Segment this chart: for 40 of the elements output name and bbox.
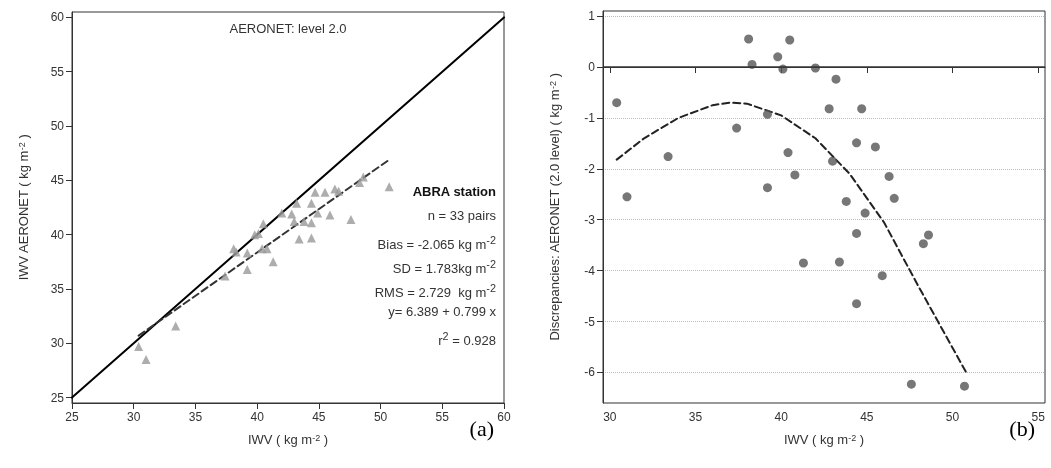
- y-tick-label: 1: [588, 9, 596, 24]
- y-tick-label: 30: [50, 336, 65, 351]
- y-tick-label: 35: [50, 281, 65, 296]
- y-tick-label: 40: [50, 227, 65, 242]
- x-tick-label: 50: [373, 410, 388, 424]
- y-tick-label: 50: [50, 119, 65, 134]
- y-tick-label: 25: [50, 390, 65, 405]
- x-tick-label: 45: [312, 410, 326, 424]
- x-tick-label: 30: [127, 410, 141, 424]
- y-axis-title: IWV AERONET ( kg m-2 ): [16, 134, 31, 281]
- y-tick-label: -1: [584, 110, 596, 125]
- x-tick-label: 35: [188, 410, 203, 424]
- x-tick-label: 40: [774, 410, 789, 424]
- y-tick-label: 45: [50, 173, 65, 188]
- y-tick-label: -3: [584, 212, 596, 227]
- annotation: n = 33 pairs: [427, 208, 496, 224]
- annotation: y= 6.389 + 0.799 x: [388, 304, 496, 320]
- annotation: ABRA station: [412, 184, 496, 200]
- x-tick-label: 45: [860, 410, 874, 424]
- annotation: r$^{2}$ = 0.928: [438, 329, 496, 350]
- x-tick-label: 35: [688, 410, 703, 424]
- annotation: AERONET: level 2.0: [229, 21, 347, 36]
- y-axis-title: Discrepancies: AERONET (2.0 level) ( kg m-2 ): [547, 72, 562, 341]
- x-tick-label: 40: [250, 410, 265, 424]
- y-tick-label: -6: [584, 365, 596, 380]
- x-tick-label: 50: [945, 410, 960, 424]
- x-tick-label: 25: [65, 410, 79, 424]
- x-tick-label: 60: [497, 410, 511, 424]
- annotation: Bias = -2.065 kg m$^{-2}$: [377, 233, 496, 254]
- x-tick-label: 55: [435, 410, 450, 424]
- annotation: RMS = 2.729 kg m$^{-2}$: [374, 281, 496, 302]
- y-tick-label: -5: [584, 314, 596, 329]
- y-tick-label: 0: [588, 60, 596, 74]
- y-tick-label: -2: [584, 161, 596, 176]
- y-tick-label: -4: [584, 263, 596, 278]
- annotation: SD = 1.783kg m$^{-2}$: [392, 257, 496, 278]
- y-tick-label: 55: [50, 64, 65, 79]
- x-tick-label: 30: [603, 410, 617, 424]
- text: (a): [469, 415, 494, 441]
- y-tick-label: 60: [50, 10, 65, 25]
